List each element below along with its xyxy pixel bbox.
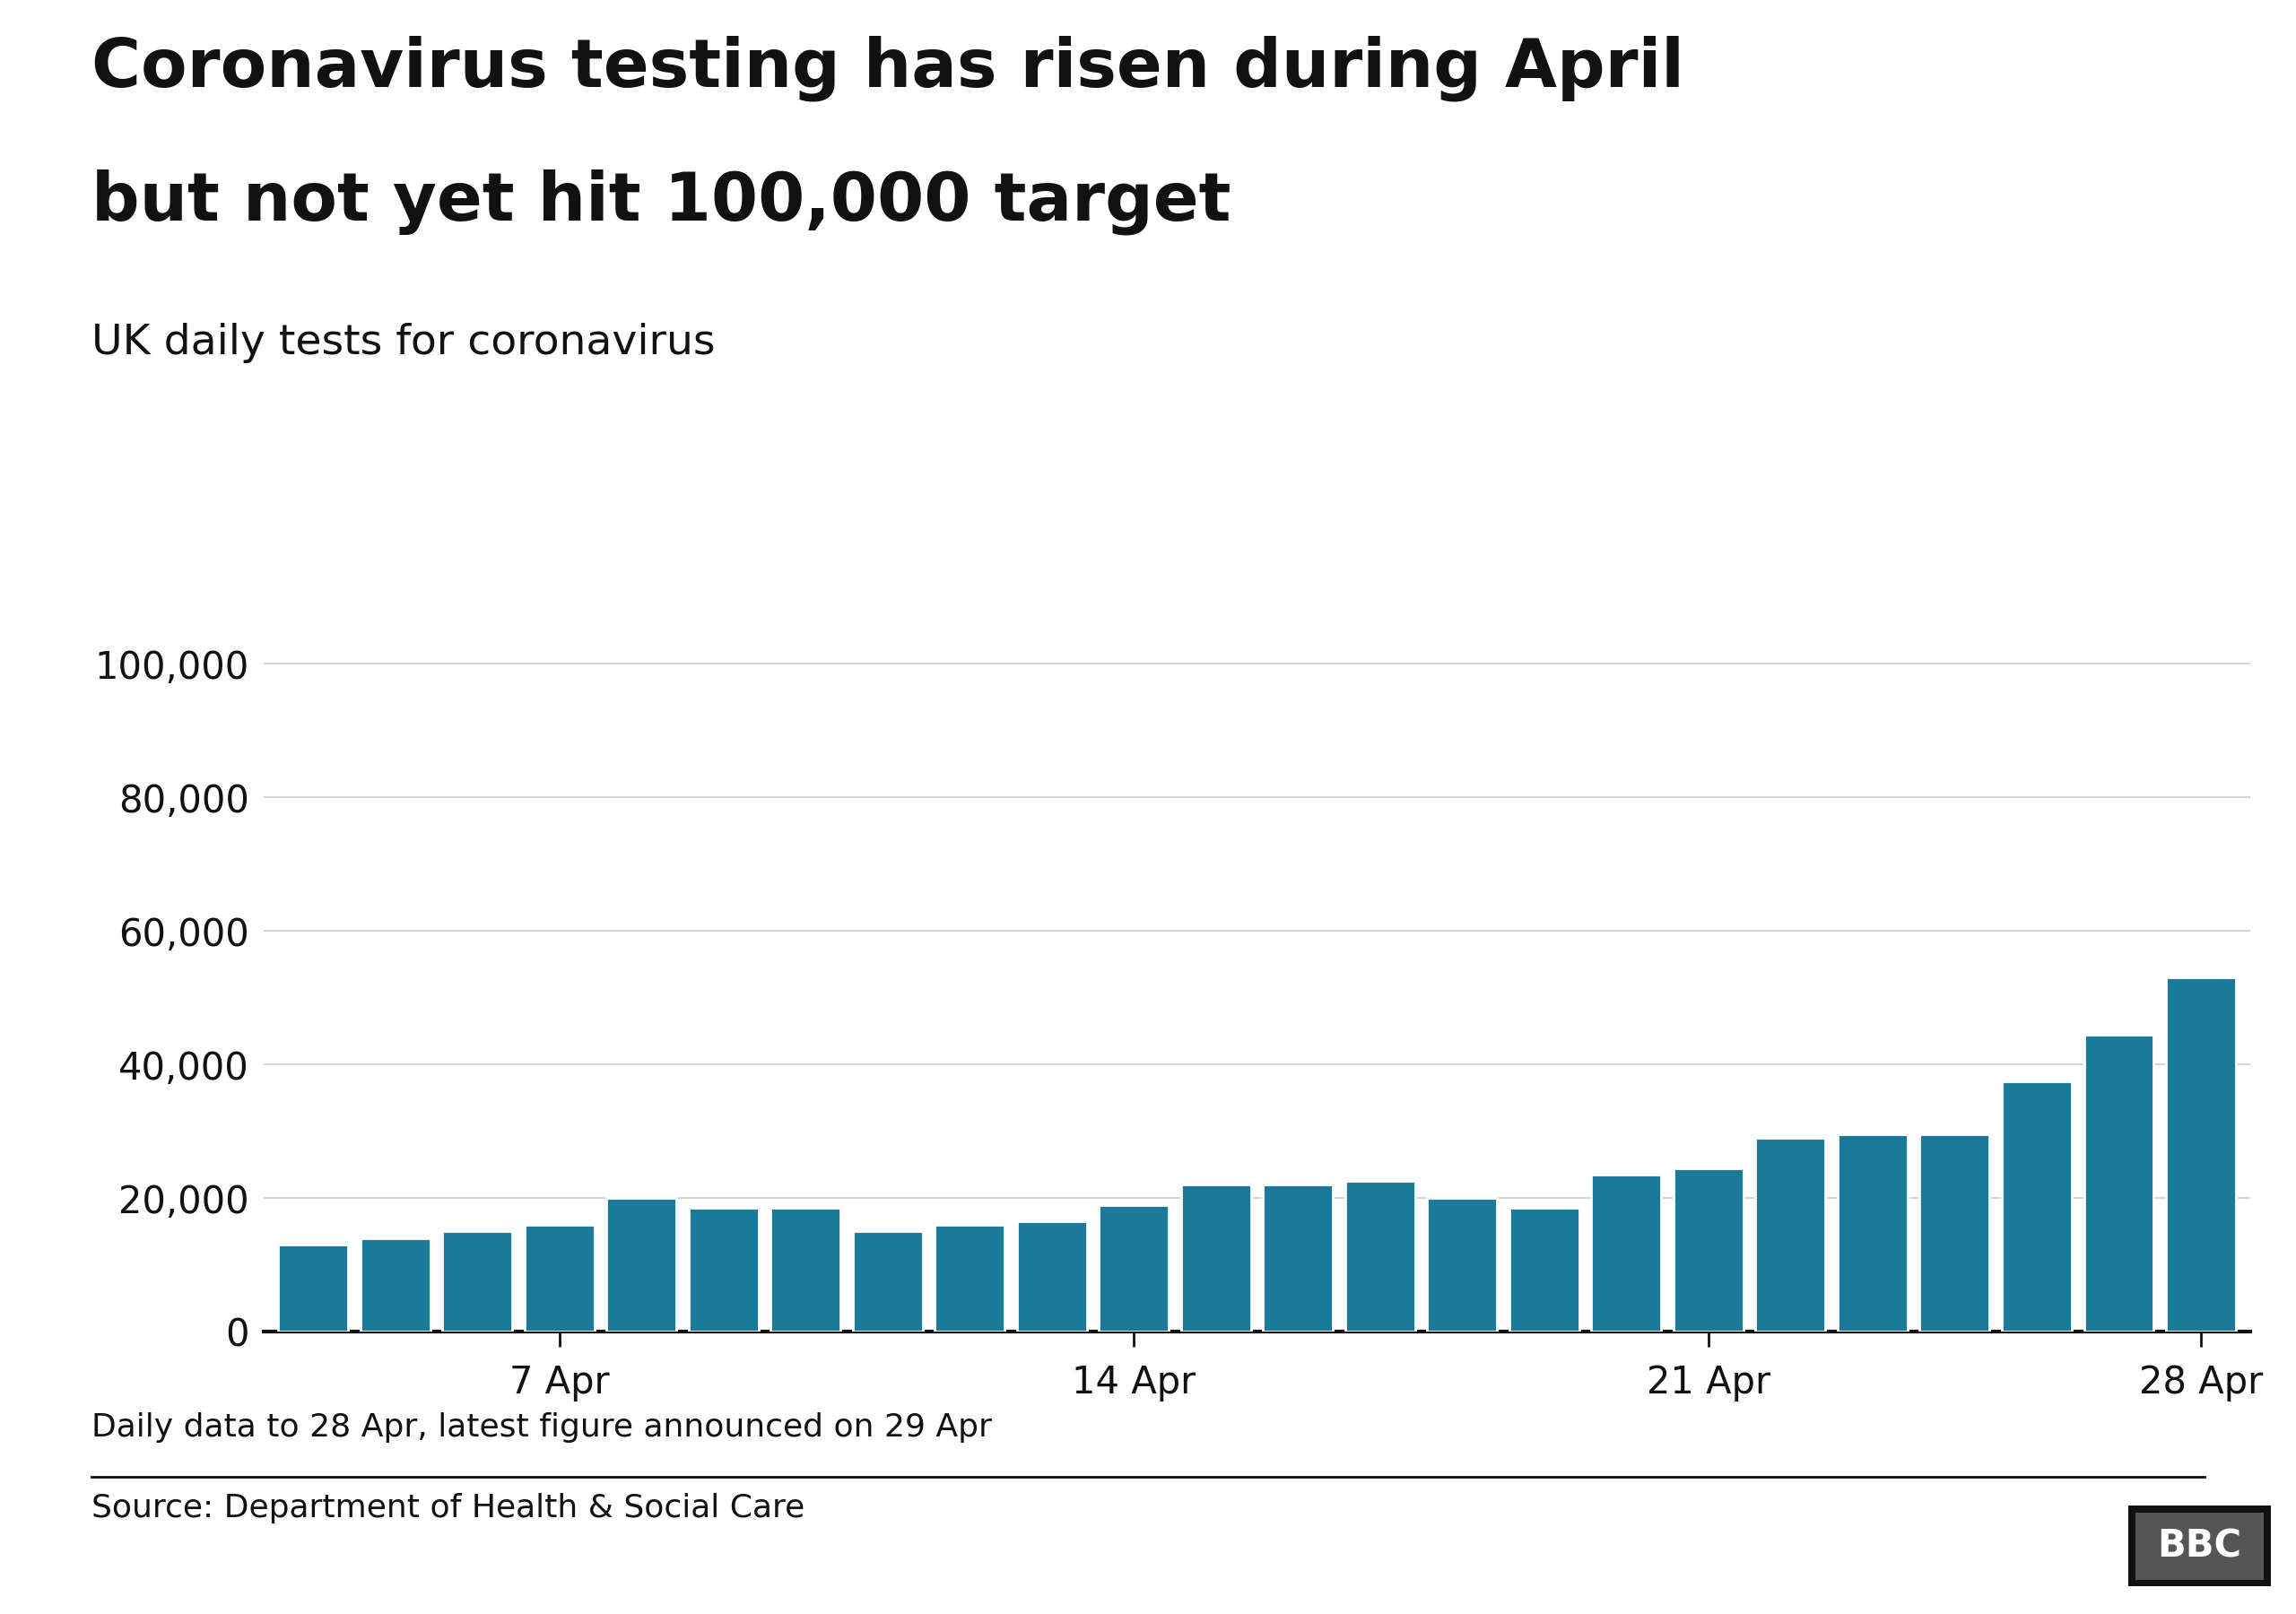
Bar bbox=[523, 1225, 595, 1332]
Bar bbox=[1591, 1175, 1662, 1332]
Text: Daily data to 28 Apr, latest figure announced on 29 Apr: Daily data to 28 Apr, latest figure anno… bbox=[92, 1412, 992, 1443]
Bar bbox=[1756, 1138, 1825, 1332]
Bar bbox=[278, 1244, 349, 1332]
Bar bbox=[1100, 1204, 1169, 1332]
Bar bbox=[360, 1238, 429, 1332]
Bar bbox=[1837, 1135, 1908, 1332]
Bar bbox=[1263, 1185, 1334, 1332]
Bar bbox=[2002, 1081, 2071, 1332]
Text: BBC: BBC bbox=[2158, 1527, 2241, 1566]
Bar bbox=[443, 1231, 512, 1332]
Text: UK daily tests for coronavirus: UK daily tests for coronavirus bbox=[92, 323, 716, 363]
Bar bbox=[1674, 1169, 1743, 1332]
Bar bbox=[1017, 1222, 1086, 1332]
Bar bbox=[852, 1231, 923, 1332]
Bar bbox=[934, 1225, 1006, 1332]
Text: Source: Department of Health & Social Care: Source: Department of Health & Social Ca… bbox=[92, 1493, 806, 1524]
Bar bbox=[1508, 1207, 1580, 1332]
Bar bbox=[1180, 1185, 1251, 1332]
Bar bbox=[2165, 978, 2236, 1332]
Bar bbox=[689, 1207, 758, 1332]
Bar bbox=[771, 1207, 840, 1332]
Text: but not yet hit 100,000 target: but not yet hit 100,000 target bbox=[92, 169, 1231, 236]
Bar bbox=[2085, 1035, 2154, 1332]
Bar bbox=[1428, 1198, 1497, 1332]
Bar bbox=[1345, 1181, 1414, 1332]
Bar bbox=[606, 1198, 677, 1332]
Bar bbox=[1919, 1135, 1991, 1332]
Text: Coronavirus testing has risen during April: Coronavirus testing has risen during Apr… bbox=[92, 36, 1685, 102]
